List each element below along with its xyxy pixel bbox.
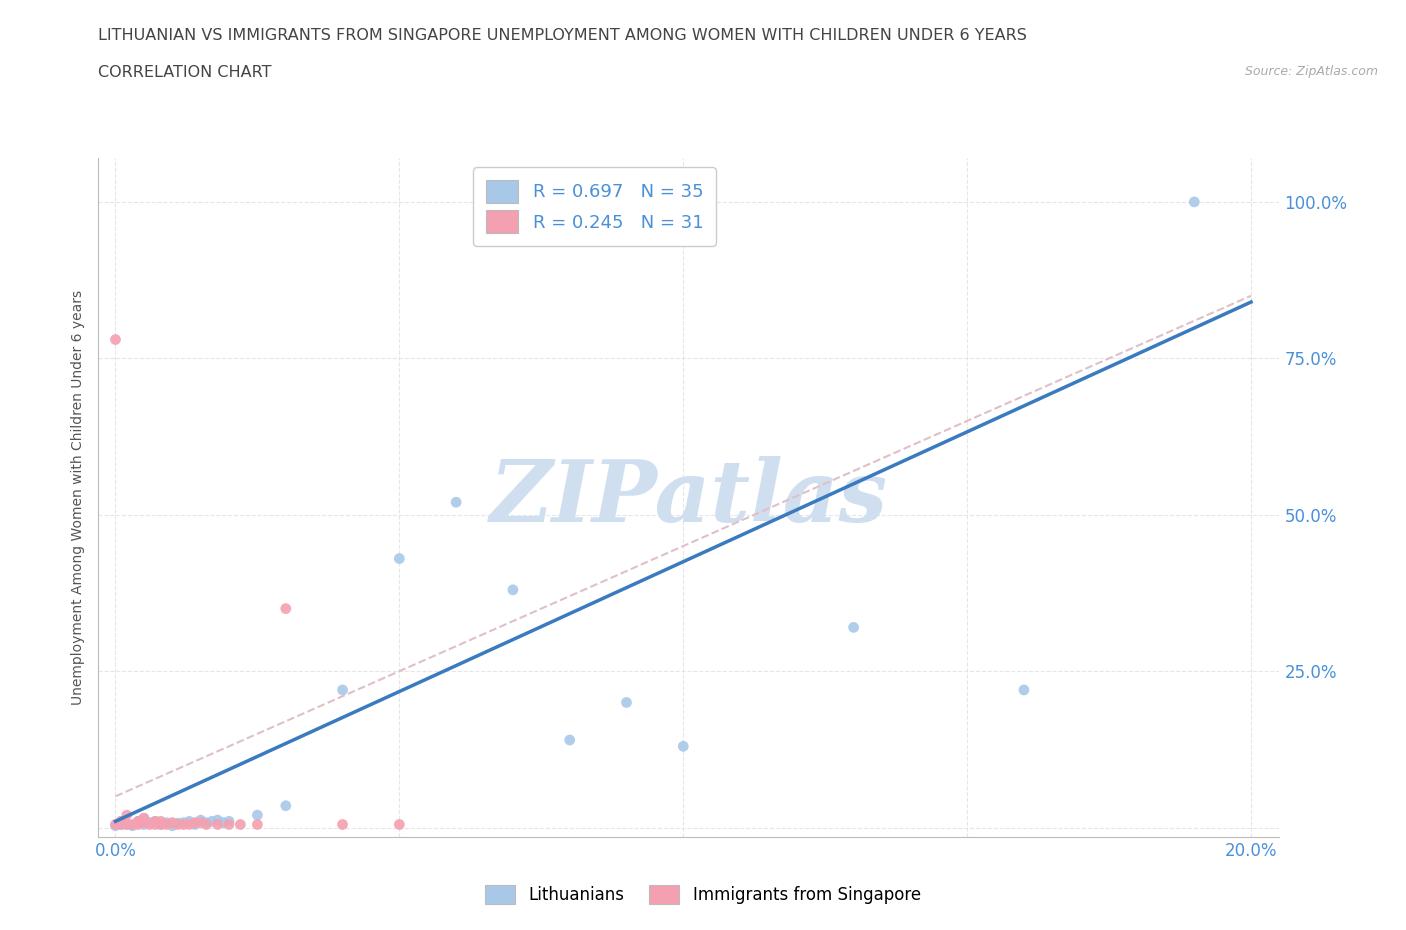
Point xyxy=(110,814,132,829)
Point xyxy=(115,807,138,822)
Point xyxy=(842,620,865,635)
Point xyxy=(149,817,172,832)
Point xyxy=(132,816,155,830)
Point xyxy=(558,733,581,748)
Point xyxy=(672,738,695,753)
Point xyxy=(149,817,172,832)
Point xyxy=(155,816,177,830)
Point xyxy=(201,814,224,829)
Text: LITHUANIAN VS IMMIGRANTS FROM SINGAPORE UNEMPLOYMENT AMONG WOMEN WITH CHILDREN U: LITHUANIAN VS IMMIGRANTS FROM SINGAPORE … xyxy=(98,28,1028,43)
Point xyxy=(184,817,207,832)
Point xyxy=(110,817,132,832)
Point xyxy=(246,807,269,822)
Point xyxy=(162,816,183,830)
Point xyxy=(104,332,127,347)
Point xyxy=(190,813,212,828)
Point xyxy=(218,814,240,829)
Text: Source: ZipAtlas.com: Source: ZipAtlas.com xyxy=(1244,65,1378,78)
Point xyxy=(104,817,127,832)
Point xyxy=(104,818,127,833)
Point xyxy=(127,814,149,829)
Point xyxy=(388,817,411,832)
Point xyxy=(207,817,229,832)
Point xyxy=(179,817,201,832)
Point xyxy=(444,495,467,510)
Point xyxy=(388,551,411,566)
Point xyxy=(110,814,132,829)
Point xyxy=(132,817,155,832)
Point xyxy=(502,582,524,597)
Point xyxy=(132,811,155,826)
Point xyxy=(195,816,218,830)
Point xyxy=(184,816,207,830)
Point xyxy=(121,817,143,832)
Point xyxy=(162,818,183,833)
Point xyxy=(167,817,190,832)
Text: CORRELATION CHART: CORRELATION CHART xyxy=(98,65,271,80)
Point xyxy=(115,817,138,832)
Point xyxy=(143,814,166,829)
Point xyxy=(190,816,212,830)
Point xyxy=(127,814,149,829)
Point xyxy=(332,817,354,832)
Point xyxy=(155,817,177,832)
Point xyxy=(179,814,201,829)
Point xyxy=(616,695,638,710)
Point xyxy=(127,817,149,832)
Legend: Lithuanians, Immigrants from Singapore: Lithuanians, Immigrants from Singapore xyxy=(477,876,929,912)
Point xyxy=(195,817,218,832)
Point xyxy=(229,817,252,832)
Point xyxy=(274,601,297,616)
Point xyxy=(1012,683,1035,698)
Point xyxy=(143,817,166,832)
Point xyxy=(121,818,143,833)
Point xyxy=(138,816,160,830)
Point xyxy=(246,817,269,832)
Point xyxy=(167,816,190,830)
Point xyxy=(173,817,195,832)
Text: ZIPatlas: ZIPatlas xyxy=(489,456,889,539)
Point xyxy=(143,814,166,829)
Point xyxy=(115,817,138,832)
Point xyxy=(207,813,229,828)
Point xyxy=(138,817,160,832)
Point xyxy=(110,817,132,832)
Y-axis label: Unemployment Among Women with Children Under 6 years: Unemployment Among Women with Children U… xyxy=(70,290,84,705)
Point xyxy=(212,816,235,830)
Point xyxy=(332,683,354,698)
Point xyxy=(173,816,195,830)
Point xyxy=(274,798,297,813)
Legend: R = 0.697   N = 35, R = 0.245   N = 31: R = 0.697 N = 35, R = 0.245 N = 31 xyxy=(472,167,716,246)
Point xyxy=(1182,194,1205,209)
Point xyxy=(218,817,240,832)
Point xyxy=(149,814,172,829)
Point xyxy=(132,811,155,826)
